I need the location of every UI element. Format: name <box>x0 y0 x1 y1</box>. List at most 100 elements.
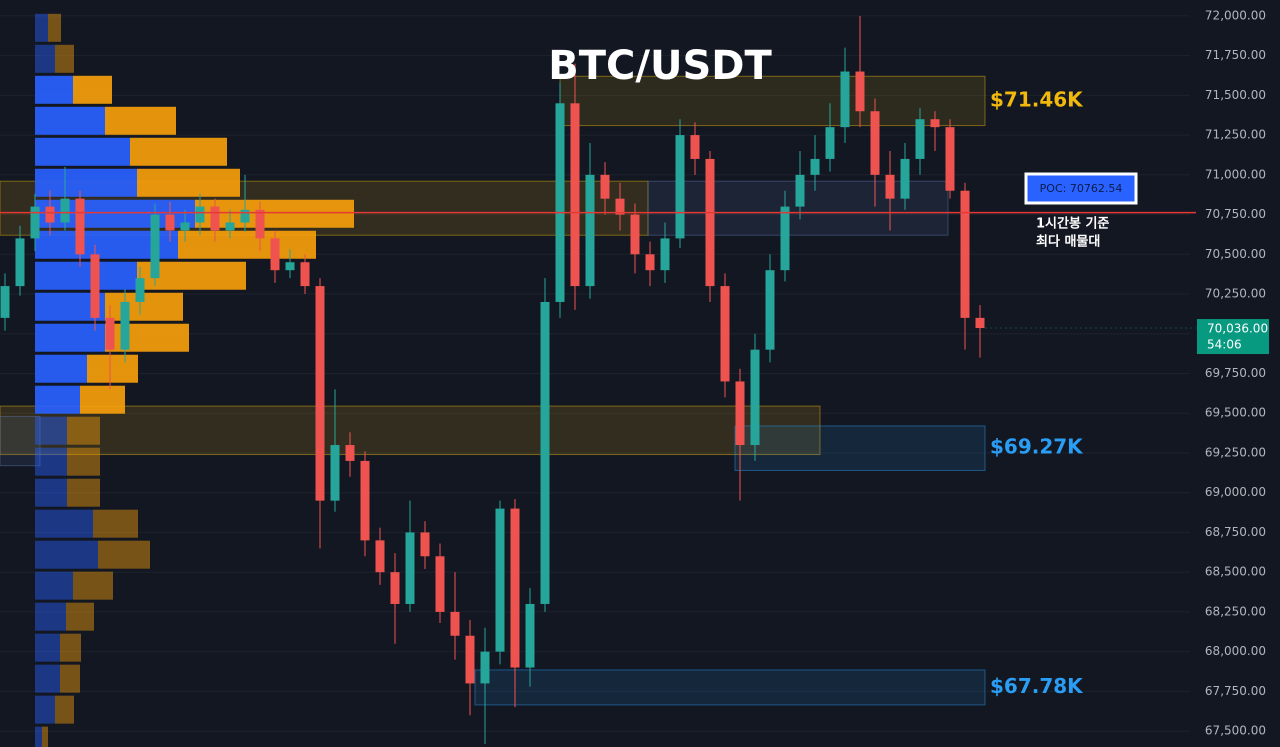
candle-body <box>945 127 955 191</box>
poc-note: 최다 매물대 <box>1036 234 1100 250</box>
candle-body <box>540 301 550 604</box>
profile-buy <box>35 633 60 662</box>
candle-body <box>870 111 880 175</box>
y-tick-label: 69,000.00 <box>1205 485 1266 499</box>
candle-body <box>75 198 85 255</box>
y-tick-label: 68,250.00 <box>1205 604 1266 618</box>
candle-body <box>345 445 355 461</box>
candle-body <box>555 103 565 302</box>
profile-sell <box>55 695 74 724</box>
candle-body <box>360 460 370 541</box>
candle-body <box>735 381 745 446</box>
candle-body <box>390 572 400 604</box>
candle-body <box>450 611 460 636</box>
candle-body <box>405 532 415 604</box>
profile-buy <box>35 416 67 445</box>
profile-buy <box>35 137 130 166</box>
y-tick-label: 69,250.00 <box>1205 445 1266 459</box>
candle-body <box>120 301 130 350</box>
candle-body <box>780 206 790 271</box>
candle-body <box>615 198 625 215</box>
zone-label: $67.78K <box>990 674 1084 698</box>
candle-body <box>240 209 250 223</box>
candle-body <box>750 349 760 446</box>
candle-body <box>705 158 715 287</box>
candle-body <box>825 127 835 159</box>
countdown: 54:06 <box>1207 338 1242 352</box>
y-tick-label: 71,500.00 <box>1205 88 1266 102</box>
candle-body <box>645 254 655 271</box>
candle-body <box>960 190 970 318</box>
candle-body <box>60 198 70 223</box>
profile-sell <box>137 168 240 197</box>
candle-body <box>150 214 160 279</box>
candle-body <box>630 214 640 255</box>
candle-body <box>915 119 925 159</box>
zone-band <box>0 405 821 456</box>
profile-sell <box>55 44 74 73</box>
candle-body <box>975 317 985 329</box>
candle-body <box>510 508 520 668</box>
profile-buy <box>35 354 87 383</box>
candle-body <box>840 71 850 128</box>
y-tick-label: 71,250.00 <box>1205 128 1266 142</box>
candle-body <box>435 556 445 612</box>
zone-band <box>0 415 41 467</box>
profile-sell <box>178 230 316 259</box>
candle-body <box>285 262 295 271</box>
candle-body <box>30 206 40 239</box>
profile-buy <box>35 509 93 538</box>
candle-body <box>225 222 235 231</box>
poc-label: POC: 70762.54 <box>1040 182 1123 195</box>
y-tick-label: 69,500.00 <box>1205 406 1266 420</box>
candle-body <box>0 286 10 318</box>
profile-buy <box>35 261 137 290</box>
y-tick-label: 68,000.00 <box>1205 644 1266 658</box>
candle-body <box>315 286 325 501</box>
overlay: $71.46K $69.27K $67.78K POC: 70762.54 1시간봉 기… <box>0 87 1269 698</box>
candle-body <box>165 214 175 231</box>
candle-body <box>795 174 805 207</box>
profile-buy <box>35 168 137 197</box>
profile-sell <box>67 447 100 476</box>
y-tick-label: 67,500.00 <box>1205 724 1266 738</box>
candle-body <box>600 174 610 199</box>
profile-sell <box>93 509 138 538</box>
profile-buy <box>35 664 60 693</box>
chart-title: BTC/USDT <box>548 43 772 89</box>
candle-body <box>660 238 670 271</box>
candle-body <box>765 270 775 350</box>
candle-body <box>855 71 865 112</box>
y-tick-label: 68,500.00 <box>1205 565 1266 579</box>
last-price-label: 70,036.00 <box>1207 322 1268 336</box>
candle-body <box>195 206 205 223</box>
candle-body <box>465 635 475 684</box>
candle-body <box>885 174 895 199</box>
candle-body <box>480 651 490 684</box>
candle-body <box>180 222 190 231</box>
y-tick-label: 67,750.00 <box>1205 684 1266 698</box>
candle-body <box>930 119 940 128</box>
candle-body <box>210 206 220 231</box>
zone <box>474 669 986 706</box>
profile-buy <box>35 385 80 414</box>
candle-body <box>525 603 535 668</box>
profile-sell <box>66 602 94 631</box>
candle-body <box>270 238 280 271</box>
candle-body <box>105 317 115 350</box>
candle-body <box>570 103 580 287</box>
profile-sell <box>67 416 100 445</box>
profile-sell <box>105 106 176 135</box>
candle-body <box>90 254 100 318</box>
profile-sell <box>73 571 113 600</box>
profile-sell <box>195 199 354 228</box>
candle-body <box>900 158 910 199</box>
profile-buy <box>35 323 105 352</box>
profile-sell <box>60 633 81 662</box>
profile-buy <box>35 571 73 600</box>
profile-buy <box>35 602 66 631</box>
y-tick-label: 71,750.00 <box>1205 48 1266 62</box>
candle-body <box>495 508 505 652</box>
candle-body <box>690 135 700 159</box>
